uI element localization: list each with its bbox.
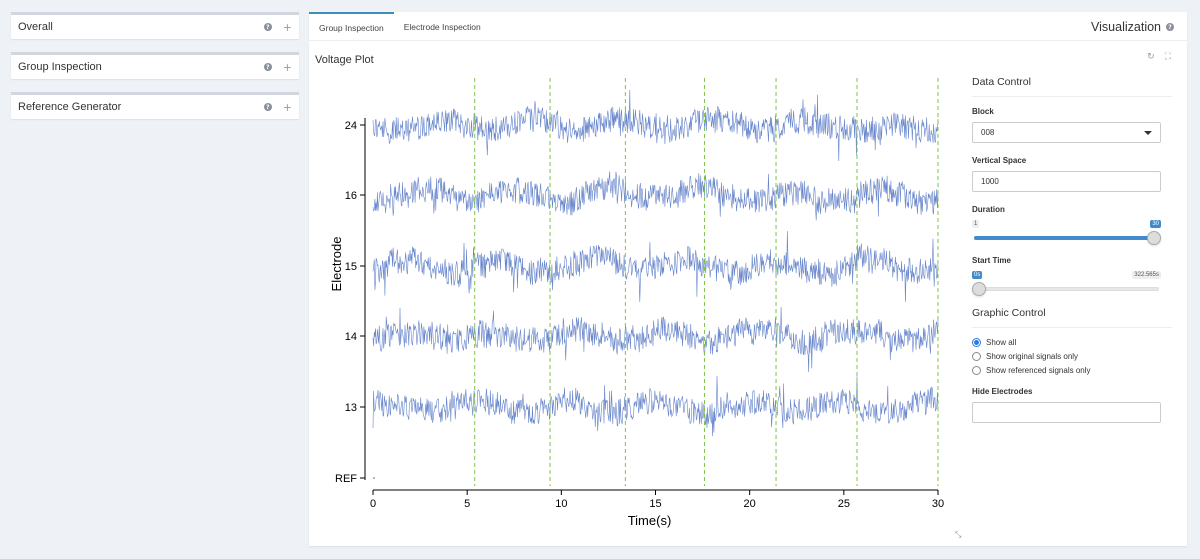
start-time-label: Start Time <box>972 256 1011 265</box>
start-time-value-label: 0s <box>972 271 983 279</box>
y-tick-label: REF <box>335 473 357 485</box>
controls-panel: Data Control Block 008 Vertical Space 10… <box>972 76 1172 436</box>
card-title: Reference Generator <box>18 101 122 113</box>
y-tick-label: 14 <box>345 331 357 343</box>
help-icon[interactable]: ? <box>1166 23 1174 31</box>
caret-down-icon <box>1144 130 1152 135</box>
tab-electrode-inspection[interactable]: Electrode Inspection <box>403 21 481 32</box>
visualization-panel: Group Inspection Electrode Inspection Vi… <box>309 12 1187 546</box>
signal-line-16 <box>372 171 939 221</box>
block-select[interactable]: 008 <box>972 122 1161 143</box>
plot-title: Voltage Plot <box>315 54 374 66</box>
signal-line-15 <box>372 231 939 303</box>
expand-plus-icon[interactable]: + <box>282 60 292 74</box>
duration-value-label: 30 <box>1150 220 1161 228</box>
help-icon[interactable]: ? <box>263 103 272 111</box>
help-icon[interactable]: ? <box>263 23 272 31</box>
y-tick-label: 15 <box>345 261 357 273</box>
voltage-plot: REF 13 14 15 16 24 0 5 10 15 20 25 30 Time(s) Electrod… <box>329 78 944 528</box>
radio-label: Show original signals only <box>986 352 1079 361</box>
card-title: Overall <box>18 21 53 33</box>
refresh-icon[interactable]: ↻ <box>1147 52 1155 62</box>
radio-show-original[interactable]: Show original signals only <box>972 352 1172 361</box>
duration-label: Duration <box>972 205 1005 214</box>
signal-line-14 <box>372 306 939 373</box>
radio-dot[interactable] <box>972 338 981 347</box>
hide-electrodes-input[interactable] <box>972 402 1161 423</box>
radio-dot[interactable] <box>972 366 981 375</box>
card-overall[interactable]: Overall ? + <box>11 12 299 39</box>
hide-electrodes-label: Hide Electrodes <box>972 387 1033 396</box>
duration-fill <box>974 236 1159 240</box>
visualization-title-text: Visualization <box>1091 20 1161 34</box>
radio-show-referenced[interactable]: Show referenced signals only <box>972 366 1172 375</box>
signal-line-24 <box>372 89 939 162</box>
y-axis-label: Electrode <box>329 237 344 292</box>
x-tick-label: 0 <box>370 498 376 510</box>
x-tick-label: 10 <box>555 498 567 510</box>
card-reference-generator[interactable]: Reference Generator ? + <box>11 92 299 119</box>
resize-handle-icon[interactable]: ⤡ <box>955 530 962 539</box>
x-tick-label: 15 <box>649 498 661 510</box>
block-select-value: 008 <box>981 128 995 137</box>
x-tick-label: 20 <box>744 498 756 510</box>
signal-line-13 <box>372 375 939 437</box>
radio-label: Show referenced signals only <box>986 366 1091 375</box>
plot-tools: ↻ ⛶ <box>1147 52 1171 62</box>
data-control-title: Data Control <box>972 76 1172 97</box>
radio-dot[interactable] <box>972 352 981 361</box>
duration-handle[interactable] <box>1147 231 1161 245</box>
x-tick-label: 25 <box>838 498 850 510</box>
tab-group-inspection[interactable]: Group Inspection <box>309 12 394 41</box>
duration-min-label: 1 <box>972 220 980 228</box>
y-tick-label: 16 <box>345 190 357 202</box>
block-label: Block <box>972 107 994 116</box>
radio-label: Show all <box>986 338 1017 347</box>
fullscreen-icon[interactable]: ⛶ <box>1164 52 1171 62</box>
radio-show-all[interactable]: Show all <box>972 338 1172 347</box>
start-time-handle[interactable] <box>972 282 986 296</box>
sidebar: Overall ? + Group Inspection ? + Referen… <box>11 12 299 132</box>
graphic-control-title: Graphic Control <box>972 307 1172 328</box>
duration-slider[interactable]: 1 30 <box>972 220 1161 246</box>
tab-bar: Group Inspection Electrode Inspection <box>309 12 1187 41</box>
vertical-space-input[interactable]: 1000 <box>972 171 1161 192</box>
x-tick-label: 5 <box>464 498 470 510</box>
help-icon[interactable]: ? <box>263 63 272 71</box>
card-group-inspection[interactable]: Group Inspection ? + <box>11 52 299 79</box>
vertical-space-label: Vertical Space <box>972 156 1027 165</box>
x-tick-label: 30 <box>932 498 944 510</box>
visualization-title: Visualization ? <box>1091 20 1174 34</box>
card-title: Group Inspection <box>18 61 102 73</box>
start-time-max-label: 322.565s <box>1132 271 1161 279</box>
y-tick-label: 13 <box>345 402 357 414</box>
expand-plus-icon[interactable]: + <box>282 20 292 34</box>
start-time-track[interactable] <box>974 287 1159 291</box>
start-time-slider[interactable]: 0s 322.565s <box>972 271 1161 297</box>
y-tick-label: 24 <box>345 120 357 132</box>
x-axis-label: Time(s) <box>628 513 672 528</box>
expand-plus-icon[interactable]: + <box>282 100 292 114</box>
